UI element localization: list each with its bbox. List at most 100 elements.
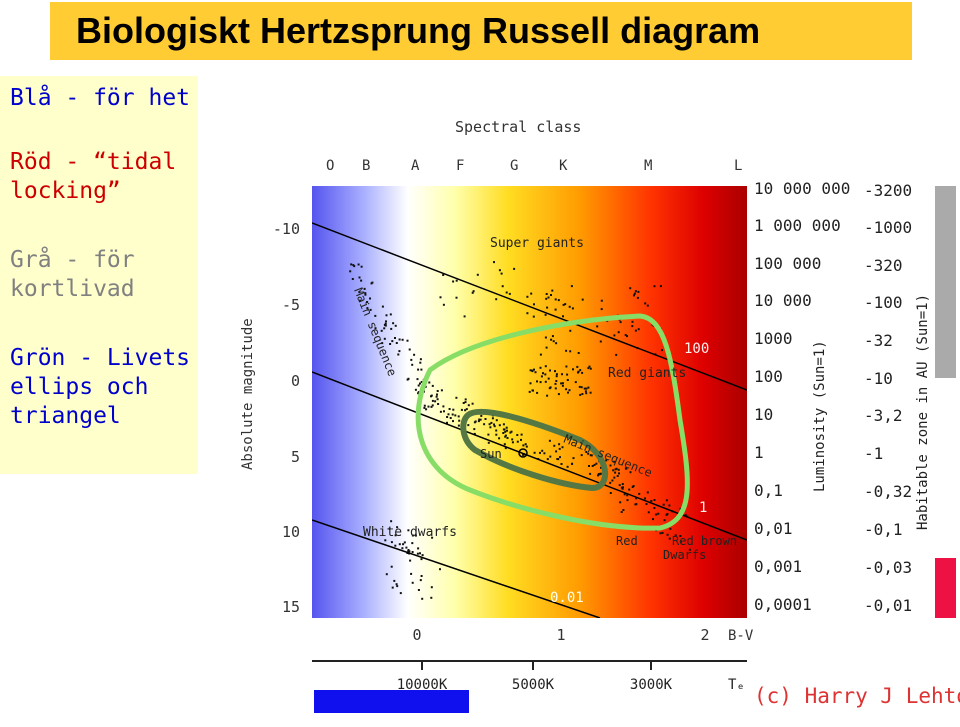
star-dot: [396, 526, 399, 529]
star-dot: [431, 384, 434, 387]
star-dot: [587, 452, 590, 455]
star-dot: [448, 408, 451, 410]
star-dot: [638, 492, 641, 495]
star-dot: [565, 365, 568, 368]
star-dot: [509, 431, 512, 434]
star-dot: [545, 346, 548, 349]
star-dot: [626, 499, 629, 502]
temperature-tick: 10000K: [397, 677, 448, 693]
star-dot: [674, 534, 677, 537]
star-dot: [473, 428, 476, 431]
star-dot: [544, 365, 547, 368]
star-dot: [633, 294, 635, 297]
star-dot: [585, 387, 588, 390]
star-dot: [646, 491, 649, 494]
star-dot: [532, 389, 534, 392]
bv-axis-label: B-V: [728, 628, 754, 644]
star-dot: [504, 435, 507, 438]
star-dot: [457, 424, 460, 427]
star-dot: [420, 368, 423, 371]
star-dot: [584, 390, 587, 393]
star-dot: [619, 501, 622, 504]
star-dot: [524, 443, 527, 446]
star-dot: [487, 433, 490, 436]
star-dot: [613, 476, 616, 479]
star-dot: [478, 418, 481, 421]
star-dot: [489, 426, 492, 429]
star-dot: [473, 432, 476, 435]
star-dot: [580, 454, 583, 457]
star-dot: [419, 382, 421, 385]
star-dot: [634, 290, 637, 293]
star-dot: [600, 466, 602, 469]
page-title: Biologiskt Hertzsprung Russell diagram: [76, 10, 761, 51]
star-dot: [666, 533, 669, 536]
spectral-class-m: M: [644, 158, 652, 174]
star-dot: [626, 335, 628, 338]
star-dot: [401, 338, 404, 341]
star-dot: [661, 531, 664, 534]
star-dot: [506, 437, 509, 439]
star-dot: [565, 388, 568, 391]
sun-marker: [518, 448, 528, 458]
star-dot: [502, 432, 505, 434]
habitable-tick: -3200: [864, 181, 912, 200]
star-dot: [558, 447, 561, 450]
star-dot: [566, 373, 569, 376]
star-dot: [659, 532, 662, 535]
star-dot: [555, 342, 558, 345]
star-dot: [561, 446, 564, 449]
star-dot: [384, 322, 387, 325]
star-dot: [366, 301, 369, 303]
spectral-class-l: L: [734, 158, 742, 174]
star-dot: [635, 497, 637, 500]
star-dot: [579, 393, 582, 396]
star-dot: [447, 413, 450, 416]
star-dot: [511, 438, 514, 441]
star-dot: [398, 338, 401, 341]
star-dot: [452, 280, 455, 283]
star-dot: [427, 405, 430, 408]
star-dot: [417, 392, 420, 395]
star-dot: [454, 414, 457, 417]
star-dot: [385, 573, 388, 576]
spectral-class-letters: O B A F G K M L: [326, 158, 742, 174]
star-dot: [568, 389, 571, 392]
star-dot: [570, 285, 573, 288]
star-dot: [360, 279, 363, 282]
star-dot: [416, 378, 419, 381]
radius-label-001: 0.01: [550, 590, 584, 606]
star-dot: [471, 291, 474, 294]
tidal-locking-bar: [935, 558, 956, 618]
star-dot: [407, 550, 410, 553]
star-dot: [625, 467, 628, 470]
star-dot: [520, 433, 523, 436]
luminosity-tick: 0,0001: [754, 595, 812, 614]
habitable-tick: -1: [864, 444, 883, 463]
luminosity-tick: 0,01: [754, 519, 793, 538]
star-dot: [480, 414, 483, 417]
radius-labels: 100 1 0.01: [550, 341, 709, 606]
star-dot: [531, 370, 534, 373]
star-dot: [661, 349, 663, 352]
star-dot: [634, 503, 637, 506]
star-dot: [559, 456, 561, 459]
radius-line-100: [312, 222, 747, 391]
star-dot: [653, 507, 656, 509]
star-dot: [624, 334, 627, 336]
star-dot: [506, 429, 508, 432]
star-dot: [360, 265, 363, 268]
star-dot: [617, 468, 620, 471]
star-dot: [533, 303, 535, 306]
legend-red-tidal-locking: Röd - “tidal locking”: [10, 149, 177, 204]
star-dot: [493, 423, 495, 426]
star-dot: [505, 426, 508, 429]
star-dot: [436, 393, 438, 396]
star-dot: [539, 366, 542, 369]
star-dot: [600, 308, 603, 311]
star-dot: [571, 307, 574, 310]
star-dot: [483, 423, 486, 426]
star-dot: [503, 443, 506, 446]
star-dot: [555, 380, 558, 382]
